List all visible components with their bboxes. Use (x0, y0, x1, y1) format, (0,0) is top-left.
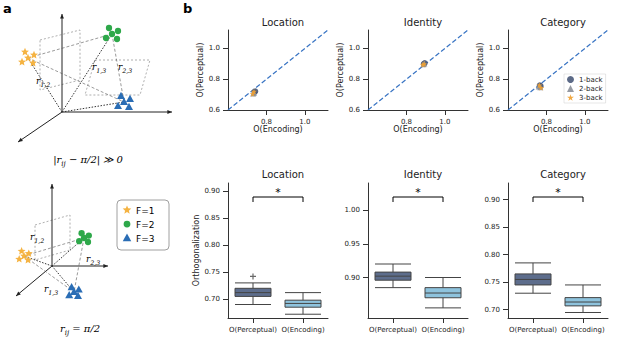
svg-text:0.8: 0.8 (541, 118, 552, 126)
svg-text:Location: Location (262, 169, 304, 180)
html-text:a: a (3, 1, 12, 16)
svg-text:*: * (275, 186, 281, 199)
html-text:b: b (183, 1, 193, 16)
svg-text:1.00: 1.00 (344, 206, 360, 214)
svg-text:0.6: 0.6 (489, 106, 501, 114)
svg-text:Category: Category (540, 169, 586, 180)
svg-text:F=1: F=1 (136, 206, 154, 216)
svg-text:0.90: 0.90 (344, 274, 360, 282)
svg-text:r1,2: r1,2 (30, 232, 44, 244)
svg-text:*: * (415, 186, 421, 199)
svg-text:0.6: 0.6 (349, 106, 361, 114)
svg-text:0.70: 0.70 (484, 306, 500, 314)
svg-text:O(Encoding): O(Encoding) (253, 125, 302, 134)
svg-text:0.90: 0.90 (484, 196, 500, 204)
svg-text:Location: Location (262, 17, 304, 28)
svg-text:Identity: Identity (404, 169, 442, 180)
svg-text:0.90: 0.90 (204, 187, 220, 195)
svg-text:r1,3: r1,3 (92, 62, 106, 74)
svg-text:0.8: 0.8 (401, 118, 412, 126)
svg-text:O(Perceptual): O(Perceptual) (509, 326, 557, 334)
svg-text:O(Encoding): O(Encoding) (281, 326, 324, 334)
svg-text:0.95: 0.95 (344, 240, 360, 248)
svg-text:0.70: 0.70 (204, 295, 220, 303)
svg-text:1.0: 1.0 (489, 44, 500, 52)
svg-text:O(Perceptual): O(Perceptual) (229, 326, 277, 334)
svg-text:0.80: 0.80 (484, 251, 500, 259)
svg-text:O(Encoding): O(Encoding) (533, 125, 582, 134)
svg-text:0.6: 0.6 (209, 106, 221, 114)
svg-text:*: * (555, 186, 561, 199)
svg-text:0.85: 0.85 (204, 214, 220, 222)
svg-text:0.80: 0.80 (204, 241, 220, 249)
svg-text:1.0: 1.0 (299, 118, 310, 126)
svg-text:O(Encoding): O(Encoding) (421, 326, 464, 334)
svg-text:F=2: F=2 (136, 220, 154, 230)
svg-text:F=3: F=3 (136, 234, 154, 244)
svg-text:|rij − π/2| ≫ 0: |rij − π/2| ≫ 0 (53, 154, 123, 168)
svg-text:0.8: 0.8 (349, 75, 360, 83)
svg-text:O(Perceptual): O(Perceptual) (196, 43, 205, 98)
svg-text:1.0: 1.0 (349, 44, 360, 52)
svg-text:1.0: 1.0 (439, 118, 450, 126)
svg-text:r2,3: r2,3 (118, 62, 132, 74)
svg-text:O(Perceptual): O(Perceptual) (476, 43, 485, 98)
svg-text:O(Perceptual): O(Perceptual) (336, 43, 345, 98)
svg-text:O(Encoding): O(Encoding) (561, 326, 604, 334)
svg-text:1.0: 1.0 (209, 44, 220, 52)
svg-text:Identity: Identity (404, 17, 442, 28)
svg-text:0.85: 0.85 (484, 223, 500, 231)
svg-text:0.8: 0.8 (209, 75, 220, 83)
svg-text:0.75: 0.75 (484, 278, 500, 286)
svg-text:2-back: 2-back (579, 85, 604, 93)
svg-text:0.75: 0.75 (204, 268, 220, 276)
svg-text:0.8: 0.8 (261, 118, 272, 126)
svg-text:3-back: 3-back (579, 94, 604, 102)
svg-text:1-back: 1-back (579, 76, 604, 84)
svg-text:O(Encoding): O(Encoding) (393, 125, 442, 134)
svg-text:0.8: 0.8 (489, 75, 500, 83)
svg-text:r1,2: r1,2 (36, 76, 50, 88)
svg-text:1.0: 1.0 (579, 118, 590, 126)
svg-text:O(Perceptual): O(Perceptual) (369, 326, 417, 334)
svg-text:Category: Category (540, 17, 586, 28)
svg-text:Orthogonalization: Orthogonalization (192, 215, 201, 287)
svg-text:rij = π/2: rij = π/2 (60, 323, 100, 337)
svg-text:r2,3: r2,3 (86, 254, 100, 266)
svg-text:r1,3: r1,3 (44, 284, 58, 296)
